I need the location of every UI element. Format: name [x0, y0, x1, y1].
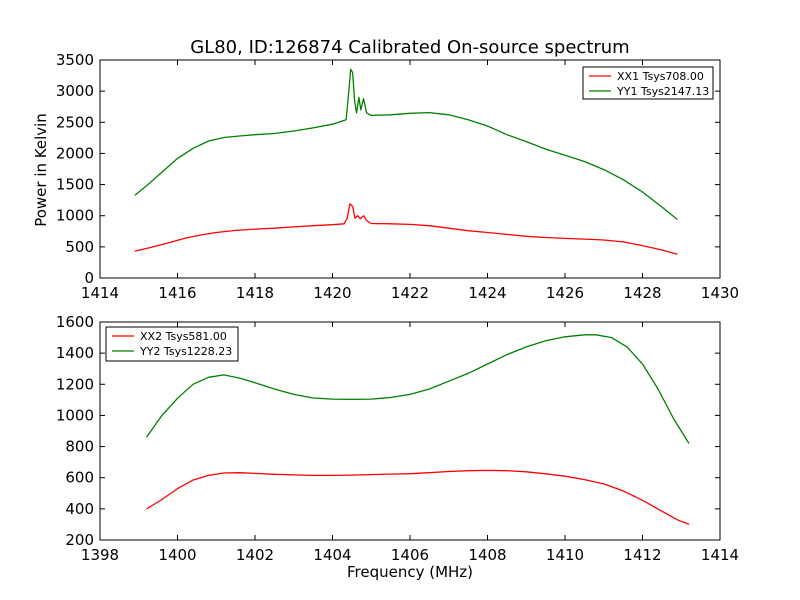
y-tick-label: 1600 [56, 313, 94, 331]
y-tick-label: 1200 [56, 375, 94, 393]
x-tick-label: 1414 [81, 284, 119, 302]
x-tick-label: 1408 [468, 546, 506, 564]
y-tick-label: 400 [65, 500, 94, 518]
x-tick-label: 1412 [623, 546, 661, 564]
x-tick-label: 1426 [546, 284, 584, 302]
y-tick-label: 1000 [56, 207, 94, 225]
x-tick-label: 1416 [158, 284, 196, 302]
x-tick-label: 1420 [313, 284, 351, 302]
x-tick-label: 1422 [391, 284, 429, 302]
chart-top: 1414 1416 1418 1420 1422 1424 1426 1428 1430 0 500… [56, 51, 739, 302]
y-axis-label: Power in Kelvin [32, 113, 50, 227]
y-tick-label: 2500 [56, 113, 94, 131]
y-tick-label: 1000 [56, 406, 94, 424]
series-line-2 [145, 334, 690, 444]
y-tick-label: 500 [65, 238, 94, 256]
x-tick-label: 1424 [468, 284, 506, 302]
x-tick-label: 1410 [546, 546, 584, 564]
y-tick-label: 1400 [56, 344, 94, 362]
series-line-1 [146, 469, 690, 526]
figure-title: GL80, ID:126874 Calibrated On-source spe… [190, 37, 629, 58]
chart-bottom: 1398 1400 1402 1404 1406 1408 1410 1412 1414 200 4… [56, 313, 739, 564]
y-tick-label: 800 [65, 438, 94, 456]
series-line-1 [134, 203, 678, 255]
x-tick-label: 1418 [236, 284, 274, 302]
legend: XX1 Tsys708.00 YY1 Tsys2147.13 [582, 66, 714, 100]
legend-box [105, 326, 239, 362]
y-tick-label: 600 [65, 469, 94, 487]
legend-label: YY1 Tsys2147.13 [616, 85, 709, 98]
legend-label: XX1 Tsys708.00 [617, 70, 704, 83]
legend: XX2 Tsys581.00 YY2 Tsys1228.23 [105, 326, 239, 362]
x-tick-label: 1398 [81, 546, 119, 564]
y-tick-label: 0 [84, 269, 94, 287]
x-tick-label: 1406 [391, 546, 429, 564]
x-tick-label: 1414 [701, 546, 739, 564]
series-line-2 [134, 68, 678, 221]
x-tick-label: 1428 [623, 284, 661, 302]
x-tick-label: 1404 [313, 546, 351, 564]
x-tick-label: 1430 [701, 284, 739, 302]
y-tick-label: 2000 [56, 144, 94, 162]
y-tick-label: 3500 [56, 51, 94, 69]
legend-label: YY2 Tsys1228.23 [139, 345, 232, 358]
y-tick-label: 200 [65, 531, 94, 549]
y-tick-label: 1500 [56, 176, 94, 194]
legend-label: XX2 Tsys581.00 [140, 330, 227, 343]
x-axis-label: Frequency (MHz) [347, 563, 473, 581]
legend-box [582, 66, 714, 100]
x-tick-label: 1400 [158, 546, 196, 564]
x-tick-label: 1402 [236, 546, 274, 564]
y-tick-label: 3000 [56, 82, 94, 100]
